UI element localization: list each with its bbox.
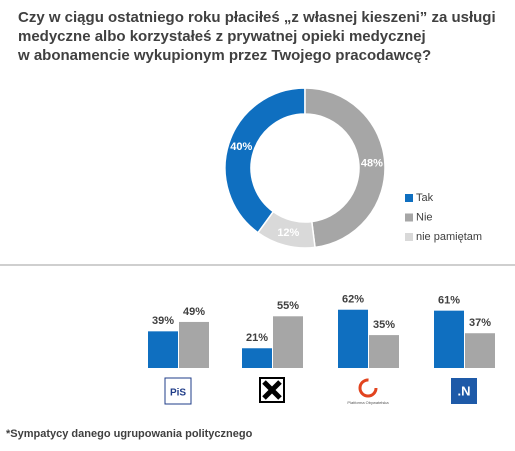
logo-n-text: .N [458, 383, 471, 398]
data-label: 37% [469, 317, 491, 329]
bar [434, 310, 464, 368]
donut-segment [224, 87, 306, 234]
logo-pis-text: PiS [170, 388, 186, 399]
data-label: 49% [183, 306, 205, 318]
data-label: 61% [438, 295, 460, 307]
bar [369, 335, 399, 368]
data-label: 39% [152, 315, 174, 327]
data-label: 12% [277, 227, 299, 239]
legend-label: Nie [416, 211, 433, 223]
data-label: 48% [361, 158, 383, 170]
legend-swatch [405, 233, 413, 241]
bar [242, 348, 272, 368]
bar [148, 331, 178, 368]
legend-label: Tak [416, 192, 434, 204]
legend-swatch [405, 194, 413, 202]
data-label: 21% [246, 332, 268, 344]
data-label: 62% [342, 294, 364, 306]
data-label: 55% [277, 300, 299, 312]
logo-pis [164, 377, 192, 405]
bar [273, 316, 303, 368]
footnote: *Sympatycy danego ugrupowania polityczne… [6, 428, 253, 440]
donut-segment [256, 210, 316, 249]
logo-n [451, 378, 477, 404]
data-label: 40% [230, 141, 252, 153]
title: Czy w ciągu ostatniego roku płaciłeś „z … [18, 9, 496, 64]
data-label: 35% [373, 319, 395, 331]
bar [465, 333, 495, 368]
bar [338, 309, 368, 368]
logo-kukiz-x [262, 380, 282, 400]
legend-swatch [405, 213, 413, 222]
logo-po-text: Platforma Obywatelska [347, 400, 389, 405]
bar [179, 321, 209, 368]
logo-po [358, 378, 378, 398]
donut-segment [304, 87, 386, 249]
legend-label: nie pamiętam [416, 231, 482, 243]
